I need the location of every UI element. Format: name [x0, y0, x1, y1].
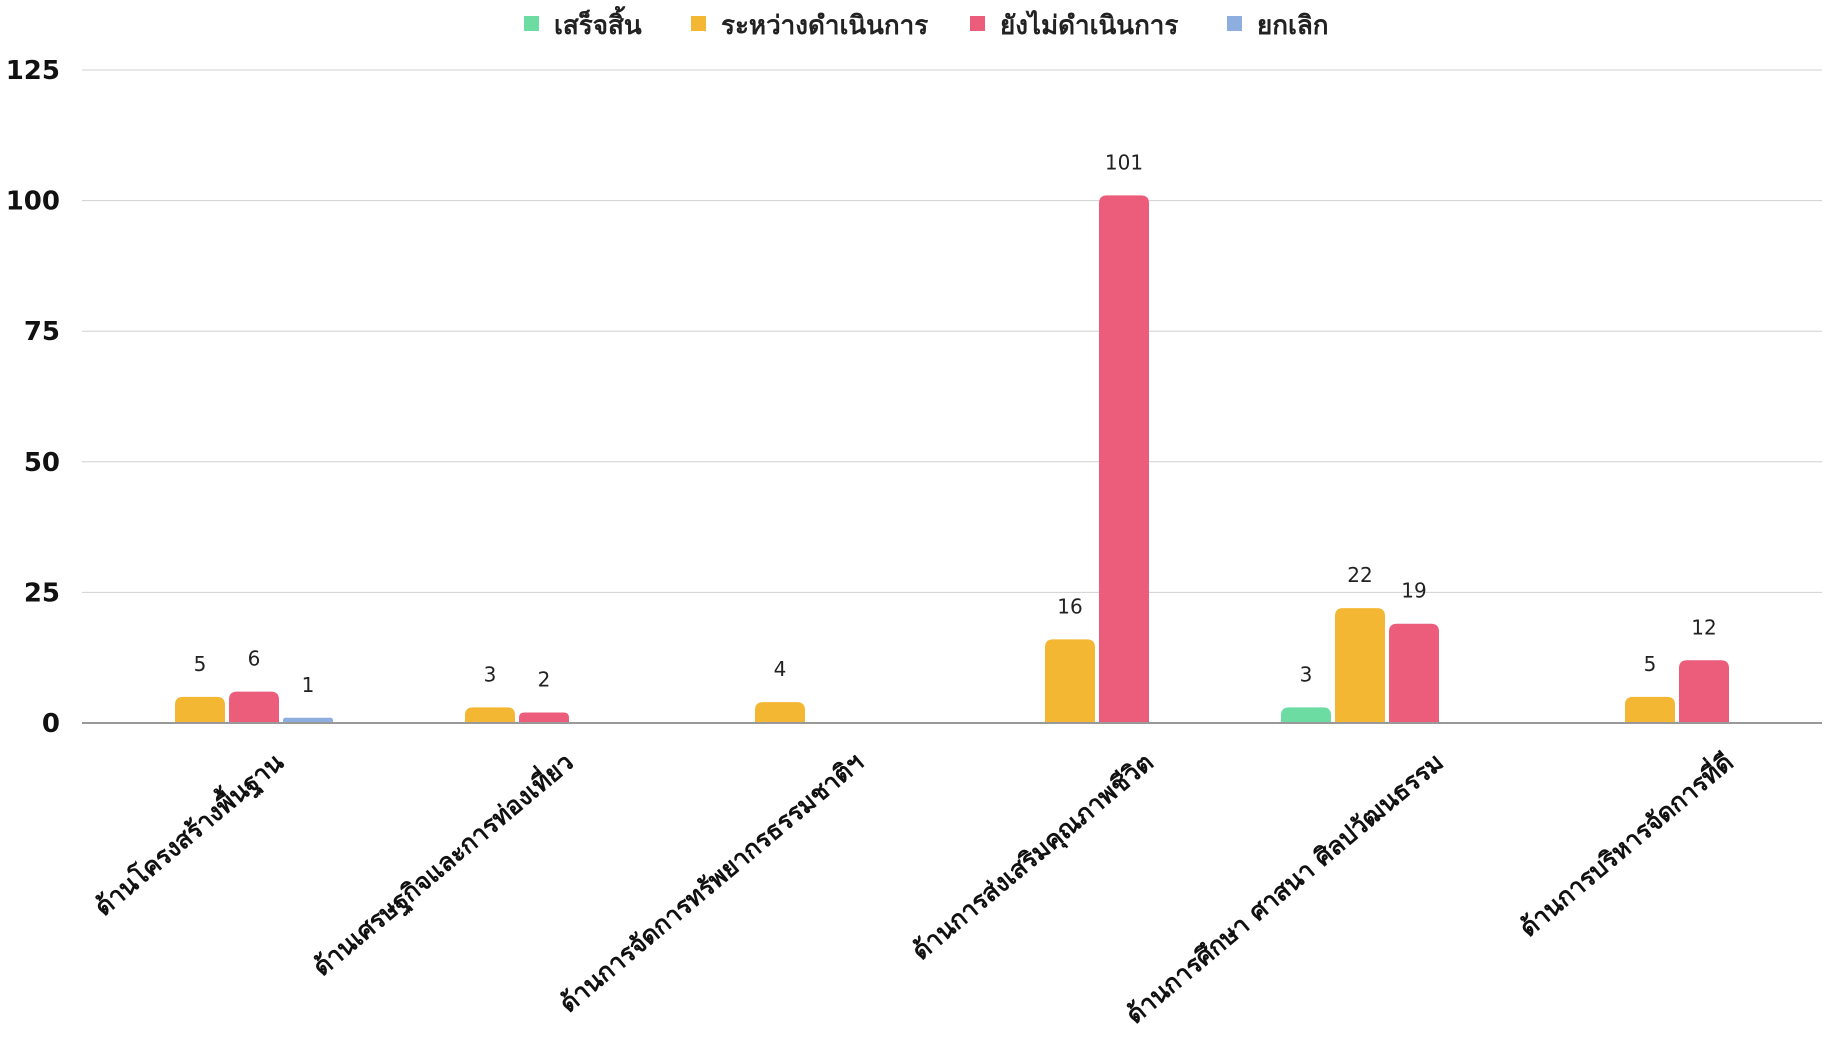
bar	[1335, 608, 1385, 723]
data-label: 5	[194, 652, 207, 676]
bar	[283, 717, 333, 723]
x-tick-label: ด้านการศึกษา ศาสนา ศิลปวัฒนธรรม	[1120, 747, 1449, 1029]
legend-item: ยังไม่ดำเนินการ	[970, 9, 1178, 41]
legend-swatch	[524, 16, 539, 31]
data-label: 12	[1691, 615, 1716, 639]
legend-label: เสร็จสิ้น	[554, 5, 642, 41]
bar	[1045, 639, 1095, 723]
data-label: 101	[1105, 150, 1143, 174]
legend-swatch	[970, 16, 985, 31]
bar	[1389, 623, 1439, 723]
bar-group: 5 12	[1625, 615, 1729, 723]
bar	[465, 707, 515, 723]
legend-label: ระหว่างดำเนินการ	[721, 11, 928, 41]
y-tick-label: 50	[24, 448, 60, 478]
data-label: 22	[1347, 563, 1372, 587]
data-label: 4	[774, 657, 787, 681]
x-tick-label: ด้านการบริหารจัดการที่ดี	[1512, 745, 1739, 943]
y-tick-label: 125	[6, 56, 60, 86]
data-label: 16	[1057, 594, 1082, 618]
y-axis: 0 25 50 75 100 125	[6, 56, 60, 739]
legend-item: เสร็จสิ้น	[524, 5, 642, 41]
data-label: 6	[248, 647, 261, 671]
data-label: 19	[1401, 579, 1426, 603]
data-label: 1	[302, 673, 315, 697]
bar-group: 3 22 19	[1281, 563, 1439, 723]
y-tick-label: 75	[24, 317, 60, 347]
bar-group: 4	[755, 657, 805, 723]
x-axis: ด้านโครงสร้างพื้นฐาน ด้านเศรษฐกิจและการท่…	[82, 722, 1822, 1030]
legend: เสร็จสิ้น ระหว่างดำเนินการ ยังไม่ดำเนินการ…	[524, 5, 1329, 41]
bar	[229, 691, 279, 723]
bar	[1281, 707, 1331, 723]
data-label: 3	[484, 662, 497, 686]
gridlines	[82, 69, 1822, 593]
bar	[519, 712, 569, 723]
y-tick-label: 0	[42, 709, 60, 739]
x-tick-label: ด้านการจัดการทรัพยากรธรรมชาติฯ	[554, 747, 869, 1018]
bar-group: 5 6 1	[175, 647, 333, 723]
data-label: 3	[1300, 662, 1313, 686]
y-tick-label: 25	[24, 578, 60, 608]
bar	[1679, 660, 1729, 723]
x-tick-label: ด้านโครงสร้างพื้นฐาน	[86, 744, 290, 924]
bar	[175, 696, 225, 723]
bar	[755, 702, 805, 723]
bar	[1099, 195, 1149, 724]
bar-group: 16 101	[1045, 150, 1149, 724]
legend-label: ยกเลิก	[1257, 11, 1329, 41]
legend-swatch	[691, 16, 706, 31]
legend-item: ยกเลิก	[1227, 11, 1329, 41]
data-label: 2	[538, 668, 551, 692]
legend-item: ระหว่างดำเนินการ	[691, 11, 928, 41]
bar	[1625, 696, 1675, 723]
y-tick-label: 100	[6, 187, 60, 217]
legend-swatch	[1227, 16, 1242, 31]
x-tick-label: ด้านเศรษฐกิจและการท่องเที่ยว	[305, 745, 580, 983]
data-label: 5	[1644, 652, 1657, 676]
legend-label: ยังไม่ดำเนินการ	[1000, 9, 1178, 41]
x-tick-label: ด้านการส่งเสริมคุณภาพชีวิต	[906, 747, 1160, 967]
